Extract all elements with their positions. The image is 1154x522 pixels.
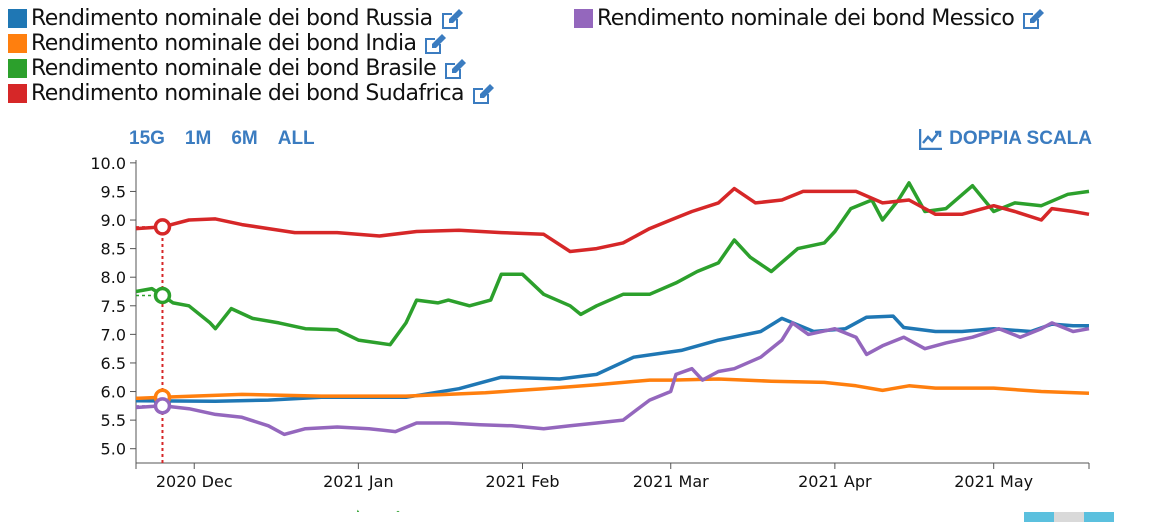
range-button-all[interactable]: ALL — [277, 128, 315, 149]
series-line-4 — [135, 321, 1090, 437]
y-tick-label: 9.0 — [101, 211, 126, 230]
legend-item-sudafrica[interactable]: Rendimento nominale dei bond Sudafrica — [8, 81, 496, 106]
legend-item-messico[interactable]: Rendimento nominale dei bond Messico — [574, 6, 1046, 31]
x-tick-label: 2021 May — [954, 472, 1033, 491]
y-tick-label: 7.5 — [101, 297, 126, 316]
legend-swatch — [8, 9, 27, 28]
y-tick-label: 8.0 — [101, 268, 126, 287]
edit-icon[interactable] — [422, 32, 448, 56]
x-tick-label: 2020 Dec — [156, 472, 233, 491]
navigator-right[interactable] — [1084, 512, 1114, 522]
x-tick-label: 2021 Feb — [485, 472, 559, 491]
line-chart[interactable]: 10.0 9.5 9.0 8.5 8.0 7.5 7.0 6.5 6.0 5.5 5.0 2020 … — [0, 150, 1154, 512]
line-chart-icon — [919, 129, 943, 150]
y-tick-label: 5.5 — [101, 411, 126, 430]
legend-swatch — [8, 59, 27, 78]
legend-item-russia[interactable]: Rendimento nominale dei bond Russia — [8, 6, 465, 31]
legend-swatch — [8, 34, 27, 53]
legend-label: Rendimento nominale dei bond India — [31, 31, 417, 56]
legend-item-india[interactable]: Rendimento nominale dei bond India — [8, 31, 448, 56]
dual-scale-label: DOPPIA SCALA — [949, 128, 1092, 149]
hover-marker — [153, 218, 172, 236]
legend-label: Rendimento nominale dei bond Russia — [31, 6, 433, 31]
hover-indicator — [136, 218, 172, 463]
y-tick-label: 10.0 — [90, 154, 126, 173]
series-lines — [135, 181, 1090, 437]
range-button-6m[interactable]: 6M — [231, 128, 258, 149]
y-axis: 10.0 9.5 9.0 8.5 8.0 7.5 7.0 6.5 6.0 5.5 5.0 — [90, 154, 137, 463]
y-tick-label: 8.5 — [101, 240, 126, 259]
range-selector: 15G 1M 6M ALL — [129, 128, 315, 150]
y-tick-label: 5.0 — [101, 440, 126, 459]
navigator-mid[interactable] — [1054, 512, 1084, 522]
y-tick-label: 9.5 — [101, 182, 126, 201]
legend-label: Rendimento nominale dei bond Messico — [597, 6, 1015, 31]
legend-label: Rendimento nominale dei bond Brasile — [31, 56, 437, 81]
y-tick-label: 6.0 — [101, 383, 126, 402]
dual-scale-button[interactable]: DOPPIA SCALA — [919, 128, 1092, 150]
legend-swatch — [574, 9, 593, 28]
series-line-3 — [135, 186, 1090, 254]
edit-icon[interactable] — [442, 57, 468, 81]
navigator-left[interactable] — [1024, 512, 1054, 522]
x-tick-label: 2021 Jan — [323, 472, 393, 491]
x-tick-label: 2021 Mar — [633, 472, 709, 491]
x-axis: 2020 Dec 2021 Jan 2021 Feb 2021 Mar 2021 Apr… — [135, 462, 1090, 491]
hover-marker — [153, 286, 172, 305]
chart-legend: Rendimento nominale dei bond Russia Rend… — [8, 4, 1148, 108]
series-line-1 — [135, 377, 1090, 401]
navigator-handle[interactable] — [1024, 512, 1114, 522]
range-button-1m[interactable]: 1M — [184, 128, 212, 149]
legend-label: Rendimento nominale dei bond Sudafrica — [31, 81, 464, 106]
edit-icon[interactable] — [439, 7, 465, 31]
edit-icon[interactable] — [470, 82, 496, 106]
series-line-2 — [135, 181, 1090, 347]
hover-marker — [153, 397, 172, 415]
y-tick-label: 6.5 — [101, 354, 126, 373]
x-tick-label: 2021 Apr — [798, 472, 872, 491]
range-button-15g[interactable]: 15G — [129, 128, 165, 149]
y-tick-label: 7.0 — [101, 325, 126, 344]
legend-swatch — [8, 84, 27, 103]
legend-item-brasile[interactable]: Rendimento nominale dei bond Brasile — [8, 56, 468, 81]
edit-icon[interactable] — [1020, 7, 1046, 31]
